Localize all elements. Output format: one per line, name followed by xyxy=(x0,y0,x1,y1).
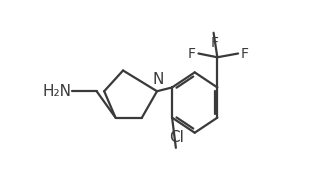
Text: H₂N: H₂N xyxy=(42,84,71,99)
Text: F: F xyxy=(210,36,219,50)
Text: F: F xyxy=(188,47,196,60)
Text: Cl: Cl xyxy=(169,130,184,145)
Text: N: N xyxy=(152,71,164,86)
Text: F: F xyxy=(241,47,249,60)
